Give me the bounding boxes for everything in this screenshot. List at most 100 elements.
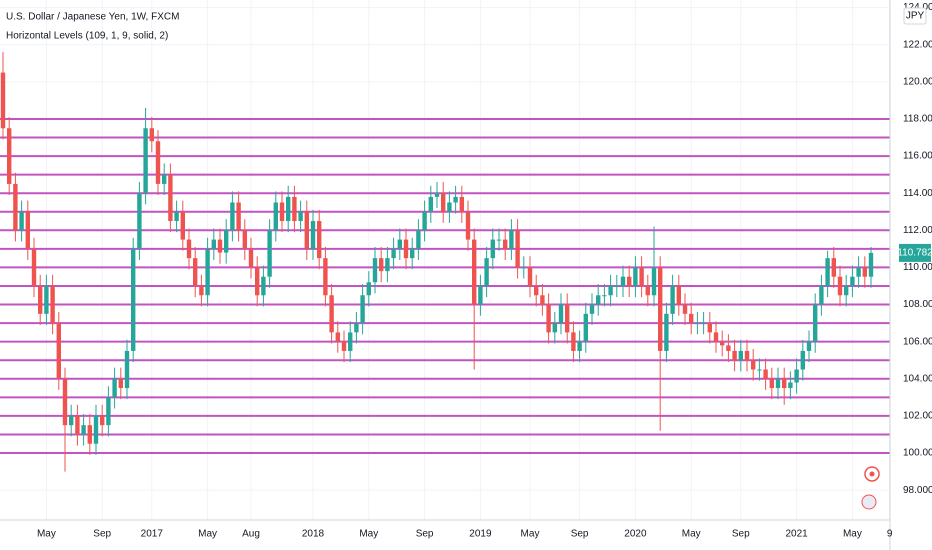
x-tick-label: May xyxy=(198,529,217,540)
candle-body xyxy=(100,415,105,426)
last-price-box xyxy=(899,243,931,262)
candle-body xyxy=(800,350,805,370)
candle-body xyxy=(143,128,148,194)
candle-body xyxy=(602,295,607,297)
x-tick-label: 2019 xyxy=(469,529,492,540)
candle-body xyxy=(149,128,154,142)
candle-body xyxy=(527,267,533,286)
candle-body xyxy=(521,267,526,269)
candle-body xyxy=(633,267,638,286)
candle-body xyxy=(69,415,74,426)
candle-body xyxy=(794,369,799,383)
candle-body xyxy=(459,196,464,212)
candle-body xyxy=(348,332,353,351)
candle-body xyxy=(453,196,458,203)
candle-body xyxy=(193,258,198,286)
candle-body xyxy=(695,323,700,325)
x-tick-label: Aug xyxy=(242,529,260,540)
candle-body xyxy=(831,258,836,277)
candle-body xyxy=(552,323,557,333)
candle-body xyxy=(428,196,433,212)
candle-body xyxy=(732,350,737,361)
y-tick-label: 118.000 xyxy=(903,114,932,125)
y-tick-label: 116.000 xyxy=(903,151,932,162)
x-tick-label: May xyxy=(359,529,378,540)
candle-body xyxy=(670,285,675,314)
candle-body xyxy=(862,267,867,277)
currency-label[interactable]: JPY xyxy=(906,11,925,22)
candle-body xyxy=(360,295,365,324)
candle-body xyxy=(112,378,117,398)
x-tick-label: 9 xyxy=(887,529,893,540)
candle-body xyxy=(738,350,743,361)
candle-body xyxy=(422,211,427,231)
candle-body xyxy=(720,341,725,346)
candle-body xyxy=(441,193,446,212)
candles xyxy=(0,52,874,472)
candle-body xyxy=(589,304,595,314)
candle-body xyxy=(279,202,285,222)
candle-body xyxy=(608,285,613,296)
candle-body xyxy=(25,211,30,249)
candle-body xyxy=(317,221,322,259)
candle-body xyxy=(490,239,495,259)
candle-body xyxy=(304,211,309,249)
candle-body xyxy=(0,72,6,129)
candle-body xyxy=(744,350,750,361)
candle-body xyxy=(689,313,694,324)
candle-body xyxy=(763,369,768,379)
y-tick-label: 112.000 xyxy=(903,225,932,236)
candle-body xyxy=(180,211,185,240)
candle-body xyxy=(788,382,793,389)
candle-body xyxy=(540,295,545,305)
candle-body xyxy=(385,258,390,272)
x-tick-label: Sep xyxy=(416,529,434,540)
candle-body xyxy=(230,202,235,231)
candle-body xyxy=(806,341,812,351)
candle-body xyxy=(496,239,502,241)
candle-body xyxy=(75,415,80,435)
candle-body xyxy=(397,239,402,249)
candle-body xyxy=(465,211,471,240)
candle-body xyxy=(534,285,539,296)
candle-body xyxy=(416,230,421,249)
candle-body xyxy=(726,345,731,351)
candle-body xyxy=(664,313,669,351)
currency-box[interactable] xyxy=(903,7,927,25)
candle-body xyxy=(341,341,347,351)
event-icon-dot xyxy=(869,471,875,477)
candle-body xyxy=(639,267,644,286)
candle-body xyxy=(335,332,340,342)
candle-body xyxy=(713,332,719,342)
candle-body xyxy=(168,174,173,222)
flag-icon[interactable] xyxy=(861,494,877,510)
candle-body xyxy=(124,350,130,389)
candle-body xyxy=(627,276,632,286)
candle-body xyxy=(651,267,657,296)
candle-body xyxy=(56,323,61,379)
candle-body xyxy=(645,285,650,296)
candle-body xyxy=(546,304,551,333)
candle-body xyxy=(310,221,316,249)
indicator-label: Horizontal Levels (109, 1, 9, solid, 2) xyxy=(6,31,168,42)
candle-body xyxy=(255,267,260,296)
candle-body xyxy=(199,285,204,296)
candle-body xyxy=(31,248,37,286)
candle-body xyxy=(571,332,576,351)
x-tick-label: 2017 xyxy=(141,529,164,540)
candle-body xyxy=(813,304,818,342)
candle-body xyxy=(323,258,328,296)
x-tick-label: 2021 xyxy=(785,529,808,540)
candle-body xyxy=(658,267,663,351)
candle-body xyxy=(236,202,241,231)
candle-body xyxy=(447,202,452,212)
candle-body xyxy=(769,378,774,389)
candle-body xyxy=(217,239,223,253)
candle-body xyxy=(162,174,167,184)
candle-body xyxy=(565,304,570,333)
y-tick-label: 104.000 xyxy=(903,373,932,384)
candle-body xyxy=(484,258,489,286)
candle-body xyxy=(596,295,601,305)
y-tick-label: 100.000 xyxy=(903,448,932,459)
